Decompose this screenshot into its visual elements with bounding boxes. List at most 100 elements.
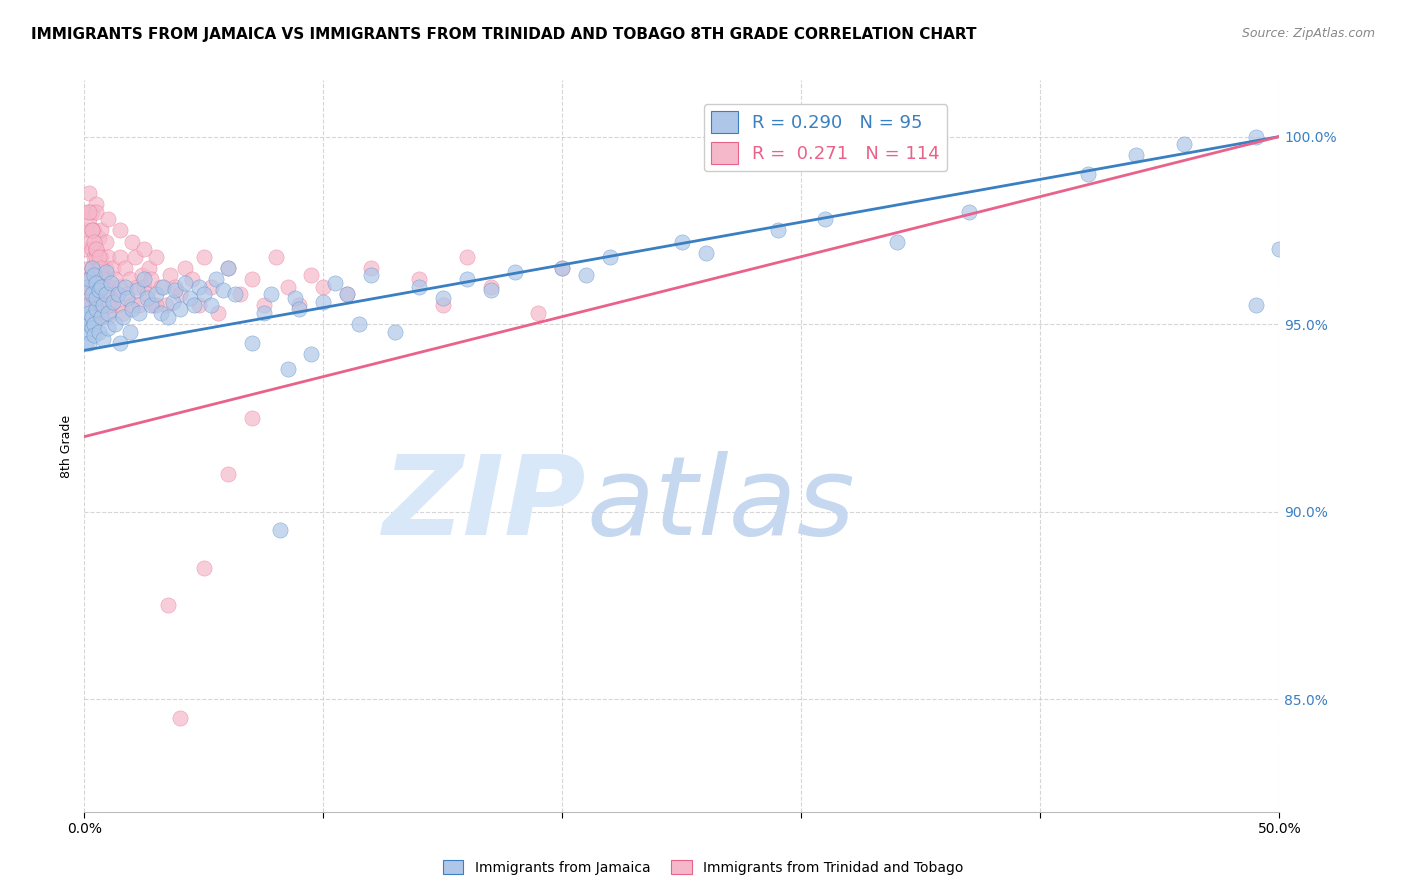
Point [264, 250, 287, 264]
Point [107, 298, 129, 312]
Point [599, 250, 621, 264]
Point [155, 298, 177, 312]
Point [200, 298, 222, 312]
Point [83, 317, 105, 331]
Text: Source: ZipAtlas.com: Source: ZipAtlas.com [1241, 27, 1375, 40]
Point [77, 306, 100, 320]
Text: ZIP: ZIP [382, 451, 586, 558]
Point [277, 279, 299, 293]
Point [503, 264, 526, 278]
Point [75, 279, 97, 293]
Point [159, 268, 181, 283]
Point [77, 317, 100, 331]
Point [336, 287, 359, 301]
Point [87, 287, 110, 301]
Point [141, 272, 163, 286]
Point [100, 279, 122, 293]
Point [87, 283, 110, 297]
Point [94, 264, 117, 278]
Point [128, 306, 150, 320]
Point [101, 260, 124, 275]
Point [80, 321, 103, 335]
Point [83, 268, 105, 283]
Point [77, 279, 100, 293]
Point [145, 298, 167, 312]
Point [284, 291, 307, 305]
Point [125, 279, 148, 293]
Point [188, 298, 211, 312]
Point [1244, 129, 1267, 144]
Point [94, 287, 117, 301]
Point [121, 298, 143, 312]
Point [86, 197, 108, 211]
Point [128, 298, 150, 312]
Point [110, 250, 132, 264]
Point [432, 298, 454, 312]
Point [87, 325, 110, 339]
Point [132, 272, 156, 286]
Point [100, 298, 122, 312]
Point [224, 287, 246, 301]
Point [149, 279, 172, 293]
Point [90, 306, 112, 320]
Point [83, 306, 105, 320]
Point [121, 302, 143, 317]
Point [76, 310, 98, 324]
Point [77, 272, 100, 286]
Point [132, 242, 156, 256]
Point [253, 306, 276, 320]
Point [101, 294, 124, 309]
Point [138, 260, 160, 275]
Point [80, 242, 103, 256]
Point [86, 250, 108, 264]
Point [1268, 242, 1291, 256]
Point [83, 223, 105, 237]
Point [157, 599, 180, 613]
Point [269, 524, 291, 538]
Point [240, 272, 263, 286]
Point [104, 317, 127, 331]
Point [117, 287, 139, 301]
Point [479, 279, 502, 293]
Point [110, 223, 132, 237]
Point [886, 235, 908, 249]
Point [76, 279, 98, 293]
Point [97, 306, 120, 320]
Point [86, 298, 108, 312]
Point [87, 231, 110, 245]
Point [75, 335, 97, 350]
Point [90, 223, 112, 237]
Point [260, 287, 283, 301]
Point [1077, 167, 1099, 181]
Point [551, 260, 574, 275]
Point [117, 291, 139, 305]
Point [80, 260, 103, 275]
Y-axis label: 8th Grade: 8th Grade [60, 415, 73, 477]
Point [551, 260, 574, 275]
Point [97, 310, 120, 324]
Text: IMMIGRANTS FROM JAMAICA VS IMMIGRANTS FROM TRINIDAD AND TOBAGO 8TH GRADE CORRELA: IMMIGRANTS FROM JAMAICA VS IMMIGRANTS FR… [31, 27, 976, 42]
Point [217, 467, 239, 482]
Point [83, 279, 105, 293]
Point [173, 276, 195, 290]
Point [90, 250, 112, 264]
Point [80, 298, 103, 312]
Point [80, 268, 103, 283]
Point [93, 272, 115, 286]
Point [205, 272, 228, 286]
Point [80, 317, 103, 331]
Point [135, 291, 157, 305]
Point [93, 332, 115, 346]
Point [76, 325, 98, 339]
Point [240, 335, 263, 350]
Point [456, 250, 478, 264]
Point [114, 279, 136, 293]
Point [77, 260, 100, 275]
Point [77, 235, 100, 249]
Point [1125, 148, 1147, 162]
Point [1173, 136, 1195, 151]
Point [183, 298, 205, 312]
Point [90, 279, 112, 293]
Point [93, 268, 115, 283]
Point [575, 268, 598, 283]
